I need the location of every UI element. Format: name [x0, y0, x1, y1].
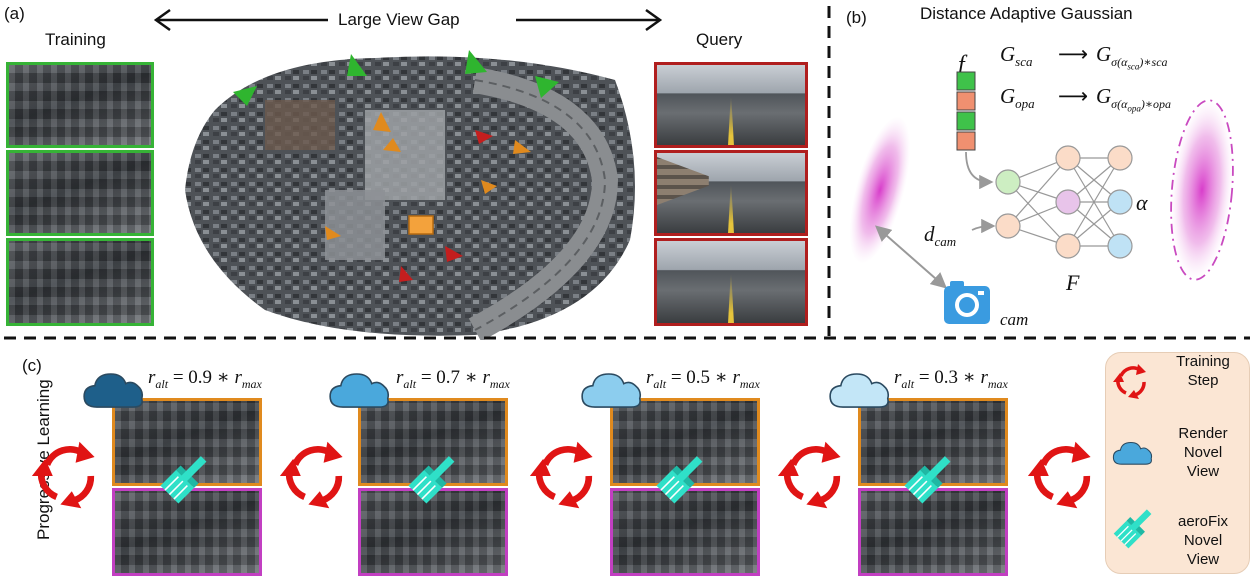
net-node-h-2 — [1055, 189, 1081, 215]
eq-arrow-opa: ⟶ — [1058, 85, 1089, 108]
feature-vector — [956, 71, 976, 151]
net-node-in-1 — [995, 169, 1021, 195]
training-cycle-icon — [280, 442, 343, 509]
query-view-2 — [654, 150, 808, 236]
gaussian-left — [849, 116, 911, 264]
legend-training-step: Training Step — [1176, 353, 1230, 389]
dcam-label: dcam — [924, 222, 957, 250]
brush-icon — [159, 455, 208, 505]
panel-a-tag: (a) — [4, 4, 25, 23]
net-node-h-3 — [1055, 233, 1081, 259]
feature-symbol: f — [958, 52, 965, 78]
net-node-o-3 — [1107, 233, 1133, 259]
training-cycle-icon — [32, 442, 95, 509]
panel-c-icons — [0, 373, 1255, 579]
training-label: Training — [45, 30, 106, 49]
eq-g-opa-out: Gσ(αopa)∗opa — [1096, 84, 1172, 114]
training-view-2 — [6, 150, 154, 236]
step-3-fixed-view — [610, 488, 760, 576]
legend-aerofix-novel-view: aeroFix Novel View — [1177, 513, 1229, 568]
brush-icon — [407, 455, 456, 505]
cloud-icon — [83, 373, 144, 408]
training-cycle-icon — [1028, 442, 1091, 509]
training-view-1 — [6, 62, 154, 148]
eq-arrow-sca: ⟶ — [1058, 43, 1089, 66]
step-4-equation: ralt = 0.3 ∗ rmax — [894, 367, 1008, 391]
step-2-equation: ralt = 0.7 ∗ rmax — [396, 367, 510, 391]
panel-b-title: Distance Adaptive Gaussian — [920, 4, 1133, 23]
net-node-h-1 — [1055, 145, 1081, 171]
panel-c-tag: (c) — [22, 356, 42, 375]
training-cycle-icon — [778, 442, 841, 509]
eq-g-sca: Gsca — [1000, 42, 1033, 70]
cloud-icon — [829, 373, 890, 408]
brush-icon — [655, 455, 704, 505]
step-2-fixed-view — [358, 488, 508, 576]
training-view-3 — [6, 238, 154, 326]
eq-g-opa: Gopa — [1000, 84, 1035, 112]
distance-adaptive-network — [849, 71, 1234, 324]
training-cycle-icon — [1112, 362, 1148, 401]
panel-b-tag: (b) — [846, 8, 867, 27]
network-symbol: F — [1066, 270, 1080, 295]
brush-icon — [1113, 508, 1153, 549]
dcam-distance-line — [874, 225, 948, 289]
query-label: Query — [696, 30, 743, 49]
eq-g-sca-out: Gσ(αsca)∗sca — [1096, 42, 1168, 72]
cloud-icon — [329, 373, 390, 408]
query-view-1 — [654, 62, 808, 148]
aerial-city-reconstruction — [185, 50, 635, 340]
large-view-gap-label: Large View Gap — [338, 10, 460, 29]
step-2-rendered-view — [358, 398, 508, 486]
net-node-in-2 — [995, 213, 1021, 239]
camera-icon — [944, 281, 990, 324]
query-view-3 — [654, 238, 808, 326]
view-gap-arrow — [153, 8, 663, 32]
cloud-icon — [1112, 441, 1153, 465]
legend-render-novel-view: Render Novel View — [1178, 425, 1228, 480]
step-1-equation: ralt = 0.9 ∗ rmax — [148, 367, 262, 391]
net-node-o-1 — [1107, 145, 1133, 171]
training-cycle-icon — [530, 442, 593, 509]
cam-label: cam — [1000, 310, 1029, 329]
brush-icon — [903, 455, 952, 505]
alpha-symbol: α — [1136, 190, 1148, 215]
step-1-rendered-view — [112, 398, 262, 486]
gaussian-right — [1171, 100, 1233, 280]
gaussian-right-outline — [1170, 99, 1234, 281]
step-3-equation: ralt = 0.5 ∗ rmax — [646, 367, 760, 391]
net-node-o-2 — [1107, 189, 1133, 215]
cloud-icon — [581, 373, 642, 408]
